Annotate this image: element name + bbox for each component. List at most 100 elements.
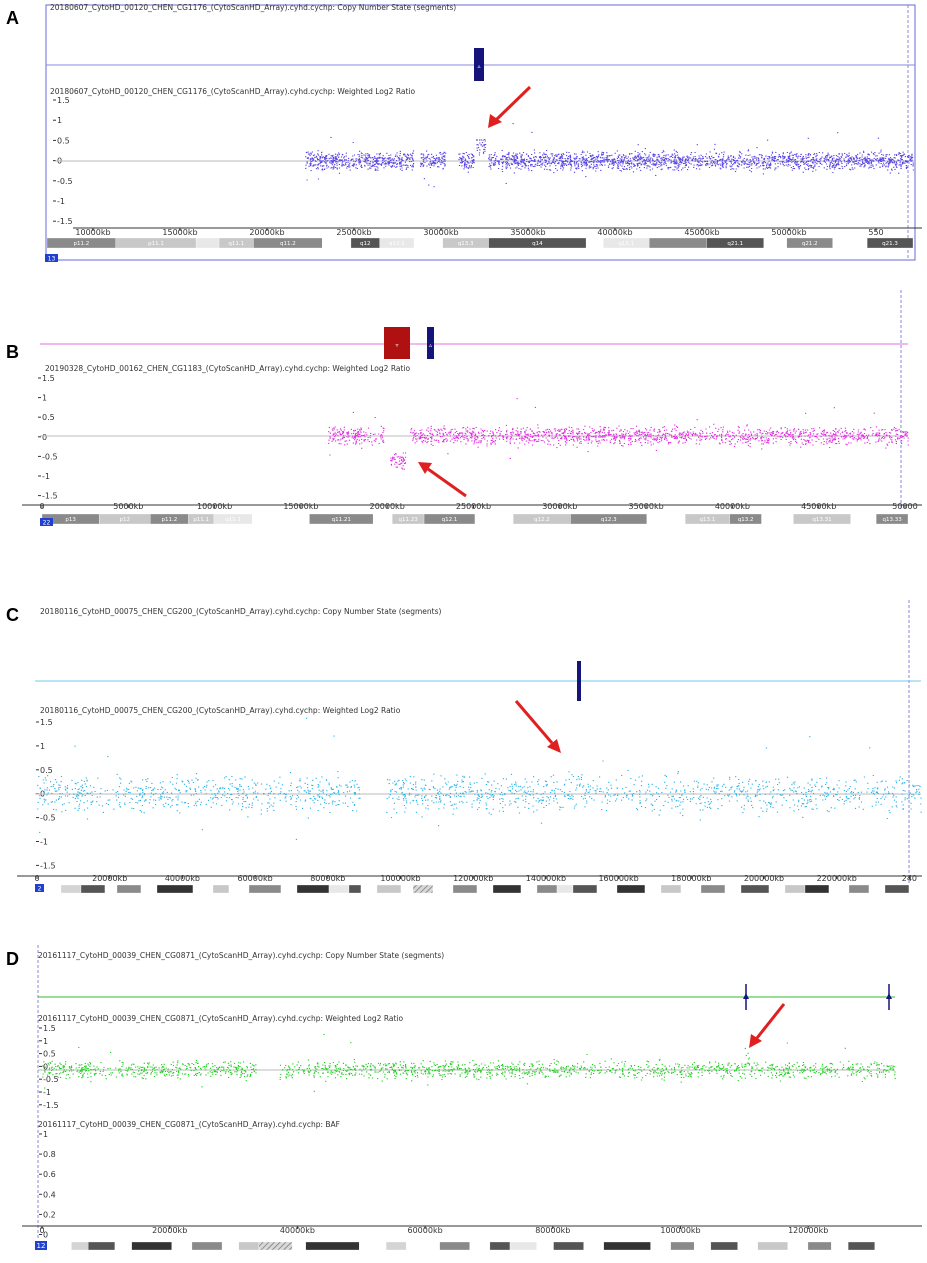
chromosome-band — [413, 237, 443, 249]
x-axis-tick-label: 80000kb — [310, 874, 345, 883]
panel-d-log2-title: 20161117_CytoHD_00039_CHEN_CG0871_(CytoS… — [38, 1014, 403, 1023]
chromosome-band — [572, 884, 598, 894]
baf-y-axis-tick-label: 0.2 — [43, 1210, 56, 1219]
panel-a-chromosome-badge — [45, 254, 58, 262]
y-axis-tick-label: 0.5 — [43, 1050, 56, 1059]
chromosome-band — [660, 884, 682, 894]
panel-a-arrow — [488, 85, 532, 128]
chromosome-band — [848, 884, 870, 894]
chromosome-band — [140, 884, 158, 894]
x-axis-tick-label: 40000kb — [597, 228, 632, 237]
x-axis-tick-label: 200000kb — [744, 874, 784, 883]
chromosome-band — [406, 1241, 440, 1251]
x-axis-tick-label: 25000kb — [336, 228, 371, 237]
panel-d-arrow — [749, 1003, 786, 1048]
chromosome-band — [238, 1241, 260, 1251]
panel-d-cn-title: 20161117_CytoHD_00039_CHEN_CG0871_(CytoS… — [38, 951, 444, 960]
x-axis-tick-label: 180000kb — [671, 874, 711, 883]
chromosome-band — [348, 884, 362, 894]
band-label: q11.2 — [280, 241, 296, 247]
x-axis-tick-label: 35000kb — [510, 228, 545, 237]
panel-a-gain-segment[interactable] — [474, 48, 484, 81]
band-label: q21.3 — [882, 241, 898, 247]
panel-b-y-axis: 1.5 1 0.5 0 -0.5 -1 -1.5 — [38, 374, 58, 501]
chromosome-band — [116, 884, 142, 894]
chromosome-band — [212, 884, 230, 894]
panel-c-arrow — [514, 700, 561, 753]
panel-letter-d: D — [6, 949, 19, 969]
y-axis-tick-label: 1 — [42, 394, 47, 403]
x-axis-tick-label: 100000kb — [380, 874, 420, 883]
chromosome-band — [807, 1241, 832, 1251]
y-axis-tick-label: 0.5 — [57, 136, 70, 145]
chromosome-band — [649, 237, 707, 249]
chromosome-band — [680, 884, 702, 894]
chromosome-band — [536, 884, 558, 894]
y-axis-tick-label: 1.5 — [57, 96, 70, 105]
log2-ratio-points — [37, 717, 922, 840]
y-axis-tick-label: -1 — [57, 197, 65, 206]
band-label: q13.3 — [458, 241, 474, 247]
panel-b-log2-title: 20190328_CytoHD_00162_CHEN_CG1183_(CytoS… — [45, 364, 410, 373]
panel-b-loss-segment[interactable] — [384, 327, 410, 359]
band-label: q11.1 — [228, 241, 244, 247]
chromosome-band — [104, 884, 118, 894]
x-axis-tick-label: 20000kb — [249, 228, 284, 237]
x-axis-tick-label: 60000kb — [408, 1226, 443, 1235]
band-label: q15.1 — [618, 241, 634, 247]
panel-b-gain-segment[interactable] — [427, 327, 434, 359]
y-axis-tick-label: -0.5 — [40, 814, 56, 823]
band-label: p11.1 — [193, 517, 209, 523]
x-axis-tick-label: 5000kb — [113, 502, 143, 511]
y-axis-tick-label: 0.5 — [42, 413, 55, 422]
x-axis-tick-label: 100000kb — [660, 1226, 700, 1235]
chromosome-band — [644, 884, 662, 894]
band-label: q12 — [360, 241, 371, 247]
x-axis-tick-label: 30000kb — [423, 228, 458, 237]
y-axis-tick-label: 1.5 — [43, 1024, 56, 1033]
y-axis-tick-label: -0.5 — [57, 177, 73, 186]
chromosome-band — [670, 1241, 695, 1251]
band-label: q13.1 — [700, 517, 716, 523]
chromosome-band — [191, 1241, 223, 1251]
x-axis-tick-label: 0 — [34, 874, 39, 883]
x-axis-tick-label: 160000kb — [598, 874, 638, 883]
chromosome-band — [156, 884, 194, 894]
band-label: q12.1 — [442, 517, 458, 523]
band-label: q13.31 — [812, 517, 831, 523]
chromosome-band — [400, 884, 414, 894]
y-axis-tick-label: -1 — [43, 1088, 51, 1097]
chromosome-band — [828, 884, 850, 894]
chromosome-band — [700, 884, 726, 894]
chromosome-band — [847, 1241, 876, 1251]
y-axis-tick-label: 0 — [42, 433, 47, 442]
panel-d-gain-marker-1-icon — [743, 993, 749, 999]
x-axis-tick-label: 20000kb — [370, 502, 405, 511]
chromosome-band — [258, 1241, 293, 1251]
chromosome-band — [221, 1241, 239, 1251]
x-axis-tick-label: 220000kb — [817, 874, 857, 883]
chromosome-band — [831, 1241, 849, 1251]
chromosome-band — [60, 884, 82, 894]
band-label: p11.2 — [74, 241, 90, 247]
chromosome-band — [228, 884, 250, 894]
panel-a-cn-title: 20180607_CytoHD_00120_CHEN_CG1176_(CytoS… — [50, 3, 456, 12]
x-axis-tick-label: 45000kb — [684, 228, 719, 237]
chromosome-band — [646, 513, 686, 525]
x-axis-tick-label: 140000kb — [526, 874, 566, 883]
x-axis-tick-label: 35000kb — [629, 502, 664, 511]
panel-c-gain-segment[interactable] — [577, 661, 581, 701]
chromosome-band — [868, 884, 886, 894]
chromosome-band — [693, 1241, 712, 1251]
panel-b-chromosome-label: 22 — [43, 520, 51, 527]
panel-letter-c: C — [6, 605, 19, 625]
y-axis-tick-label: -1 — [42, 472, 50, 481]
chromosome-band — [195, 237, 220, 249]
y-axis-tick-label: 1.5 — [42, 374, 55, 383]
x-axis-tick-label: 45000kb — [801, 502, 836, 511]
panel-c-cn-title: 20180116_CytoHD_00075_CHEN_CG200_(CytoSc… — [40, 607, 441, 616]
chromosome-band — [360, 884, 378, 894]
y-axis-tick-label: 1 — [40, 742, 45, 751]
chromosome-band — [784, 884, 806, 894]
